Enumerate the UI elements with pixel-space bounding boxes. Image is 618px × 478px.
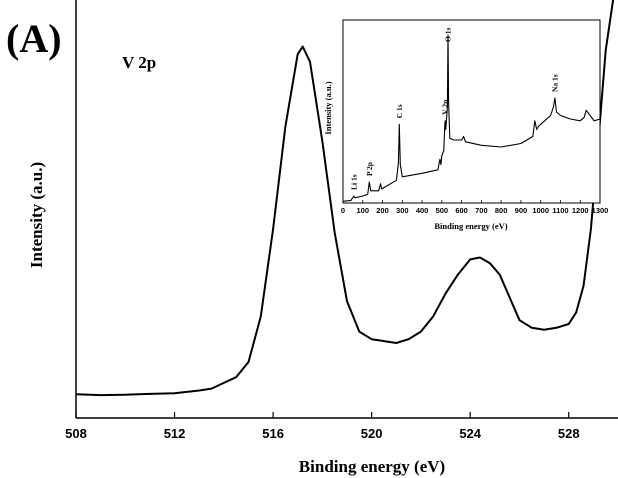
panel-label: (A): [6, 16, 62, 61]
inset-peak-label: V 2p: [441, 100, 450, 115]
inset-x-tick-label: 700: [475, 206, 488, 215]
main-x-ticks: 508 512 516 520 524 528: [65, 412, 580, 441]
inset-x-tick-label: 1200: [572, 206, 589, 215]
inset-peak-labels: Li 1s P 2p C 1s V 2p O 1s Na 1s: [349, 28, 559, 190]
inset-x-tick-label: 1100: [552, 206, 568, 215]
series-label: V 2p: [122, 53, 156, 72]
inset-x-tick-label: 800: [495, 206, 508, 215]
inset-x-tick-label: 0: [341, 206, 345, 215]
inset-x-tick-label: 600: [455, 206, 468, 215]
v2p-spectrum-line: [75, 0, 615, 397]
inset-x-tick-label: 1000: [532, 206, 549, 215]
inset-x-tick-label: 1300: [592, 206, 609, 215]
inset-x-tick-label: 100: [357, 206, 370, 215]
inset-peak-label: O 1s: [444, 28, 453, 42]
inset-x-tick-label: 900: [515, 206, 528, 215]
main-x-tick-label: 524: [459, 426, 481, 441]
survey-inset: 0 100 200 300 400 500 600 700 800 900 1000 1100 1200…: [323, 19, 608, 231]
survey-spectrum-line: [342, 34, 601, 202]
y-axis-title: Intensity (a.u.): [27, 162, 46, 268]
main-x-tick-label: 528: [558, 426, 580, 441]
main-x-tick-label: 512: [164, 426, 186, 441]
inset-x-tick-label: 500: [436, 206, 449, 215]
inset-peak-label: Na 1s: [550, 74, 559, 92]
inset-x-axis-title: Binding energy (eV): [434, 221, 507, 231]
main-x-tick-label: 508: [65, 426, 87, 441]
inset-x-tick-label: 300: [396, 206, 409, 215]
main-x-tick-label: 516: [262, 426, 284, 441]
inset-peak-label: C 1s: [395, 104, 404, 118]
inset-peak-label: P 2p: [365, 162, 374, 176]
inset-peak-label: Li 1s: [349, 174, 358, 190]
inset-x-ticks: 0 100 200 300 400 500 600 700 800 900 1000 1100 1200…: [341, 200, 608, 215]
x-axis-title: Binding energy (eV): [299, 457, 445, 476]
main-x-tick-label: 520: [361, 426, 383, 441]
inset-frame: [342, 19, 601, 204]
inset-x-tick-label: 200: [376, 206, 389, 215]
inset-y-axis-title: Intensity (a.u.): [323, 81, 333, 134]
inset-x-tick-label: 400: [416, 206, 429, 215]
